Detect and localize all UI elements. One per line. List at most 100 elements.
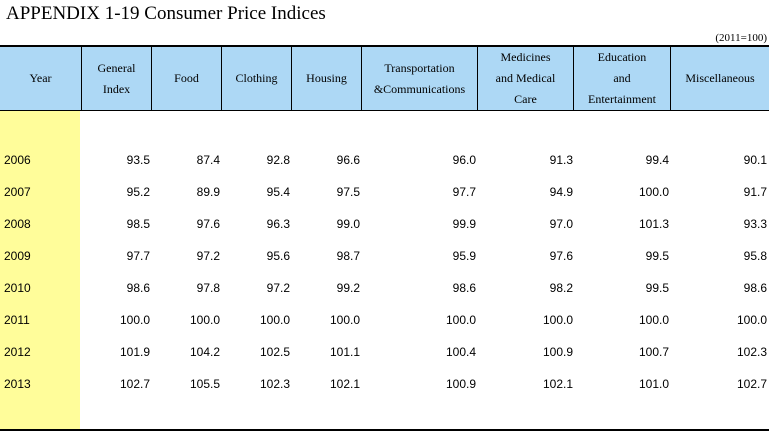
value-cell-education: 99.4	[645, 153, 669, 167]
year-cell: 2013	[4, 377, 31, 391]
value-cell-education: 100.0	[638, 313, 669, 327]
value-cell-food: 97.2	[196, 249, 220, 263]
value-cell-housing: 98.7	[336, 249, 360, 263]
value-cell-general: 101.9	[119, 345, 150, 359]
value-cell-transportation: 100.4	[445, 345, 476, 359]
header-general-line1: General	[97, 60, 136, 75]
value-cell-general: 98.6	[126, 281, 150, 295]
value-cell-miscellaneous: 100.0	[736, 313, 767, 327]
value-cell-medicines: 97.0	[549, 217, 573, 231]
value-cell-general: 102.7	[119, 377, 150, 391]
value-cell-education: 99.5	[645, 281, 669, 295]
value-cell-housing: 101.1	[329, 345, 360, 359]
value-cell-miscellaneous: 93.3	[743, 217, 767, 231]
header-general-line2: Index	[102, 81, 131, 96]
year-cell: 2008	[4, 217, 31, 231]
header-general-index: General Index	[81, 47, 151, 110]
page-title: APPENDIX 1-19 Consumer Price Indices	[6, 3, 326, 24]
bottom-rule	[0, 429, 769, 431]
value-cell-food: 105.5	[189, 377, 220, 391]
value-cell-transportation: 100.9	[445, 377, 476, 391]
header-housing: Housing	[291, 47, 361, 110]
top-rule	[0, 45, 769, 47]
value-cell-transportation: 95.9	[452, 249, 476, 263]
header-education: Education and Entertainment	[573, 47, 670, 110]
year-cell: 2006	[4, 153, 31, 167]
value-cell-clothing: 100.0	[259, 313, 290, 327]
header-year: Year	[0, 47, 81, 110]
value-cell-clothing: 102.5	[259, 345, 290, 359]
header-transport-line1: Transportation	[384, 60, 455, 75]
header-education-line1: Education	[597, 50, 647, 64]
value-cell-transportation: 96.0	[452, 153, 476, 167]
value-cell-medicines: 98.2	[549, 281, 573, 295]
value-cell-education: 99.5	[645, 249, 669, 263]
value-cell-housing: 99.0	[336, 217, 360, 231]
header-food-label: Food	[174, 71, 199, 85]
value-cell-medicines: 97.6	[549, 249, 573, 263]
header-education-line3: Entertainment	[588, 92, 656, 106]
value-cell-food: 100.0	[189, 313, 220, 327]
value-cell-clothing: 97.2	[266, 281, 290, 295]
header-housing-label: Housing	[306, 71, 347, 85]
value-cell-medicines: 100.0	[542, 313, 573, 327]
value-cell-general: 97.7	[126, 249, 150, 263]
value-cell-general: 95.2	[126, 185, 150, 199]
value-cell-housing: 97.5	[336, 185, 360, 199]
value-cell-miscellaneous: 95.8	[743, 249, 767, 263]
year-cell: 2010	[4, 281, 31, 295]
value-cell-food: 97.8	[196, 281, 220, 295]
year-column-band	[0, 111, 80, 429]
value-cell-medicines: 100.9	[542, 345, 573, 359]
year-cell: 2011	[4, 313, 30, 327]
header-medicines-line1: Medicines	[500, 50, 551, 64]
header-medicines-line2: and Medical	[495, 71, 556, 85]
value-cell-food: 104.2	[189, 345, 220, 359]
year-cell: 2009	[4, 249, 31, 263]
header-medicines: Medicines and Medical Care	[477, 47, 573, 110]
value-cell-miscellaneous: 98.6	[743, 281, 767, 295]
value-cell-housing: 96.6	[336, 153, 360, 167]
value-cell-education: 100.7	[638, 345, 669, 359]
value-cell-food: 87.4	[196, 153, 220, 167]
value-cell-miscellaneous: 102.3	[736, 345, 767, 359]
value-cell-transportation: 98.6	[452, 281, 476, 295]
value-cell-medicines: 91.3	[549, 153, 573, 167]
header-transportation: Transportation &Communications	[361, 47, 477, 110]
value-cell-clothing: 92.8	[266, 153, 290, 167]
value-cell-general: 100.0	[119, 313, 150, 327]
header-rule	[0, 110, 769, 111]
value-cell-miscellaneous: 102.7	[736, 377, 767, 391]
value-cell-education: 101.3	[638, 217, 669, 231]
value-cell-general: 93.5	[126, 153, 150, 167]
header-transport-line2: &Communications	[373, 81, 466, 96]
header-food: Food	[151, 47, 221, 110]
value-cell-transportation: 100.0	[445, 313, 476, 327]
value-cell-miscellaneous: 91.7	[743, 185, 767, 199]
base-year-note: (2011=100)	[715, 32, 767, 44]
header-miscellaneous: Miscellaneous	[670, 47, 769, 110]
value-cell-food: 89.9	[196, 185, 220, 199]
header-education-line2: and	[613, 71, 631, 85]
value-cell-clothing: 95.6	[266, 249, 290, 263]
value-cell-housing: 102.1	[329, 377, 360, 391]
header-misc-label: Miscellaneous	[685, 71, 755, 85]
value-cell-education: 100.0	[638, 185, 669, 199]
value-cell-food: 97.6	[196, 217, 220, 231]
value-cell-clothing: 96.3	[266, 217, 290, 231]
value-cell-education: 101.0	[638, 377, 669, 391]
value-cell-transportation: 97.7	[452, 185, 476, 199]
header-clothing-label: Clothing	[235, 71, 278, 85]
year-cell: 2007	[4, 185, 31, 199]
value-cell-clothing: 102.3	[259, 377, 290, 391]
value-cell-medicines: 102.1	[542, 377, 573, 391]
value-cell-transportation: 99.9	[452, 217, 476, 231]
header-clothing: Clothing	[221, 47, 291, 110]
value-cell-miscellaneous: 90.1	[743, 153, 767, 167]
value-cell-clothing: 95.4	[266, 185, 290, 199]
value-cell-medicines: 94.9	[549, 185, 573, 199]
year-cell: 2012	[4, 345, 31, 359]
header-medicines-line3: Care	[514, 92, 537, 106]
value-cell-housing: 100.0	[329, 313, 360, 327]
header-year-label: Year	[29, 71, 52, 85]
